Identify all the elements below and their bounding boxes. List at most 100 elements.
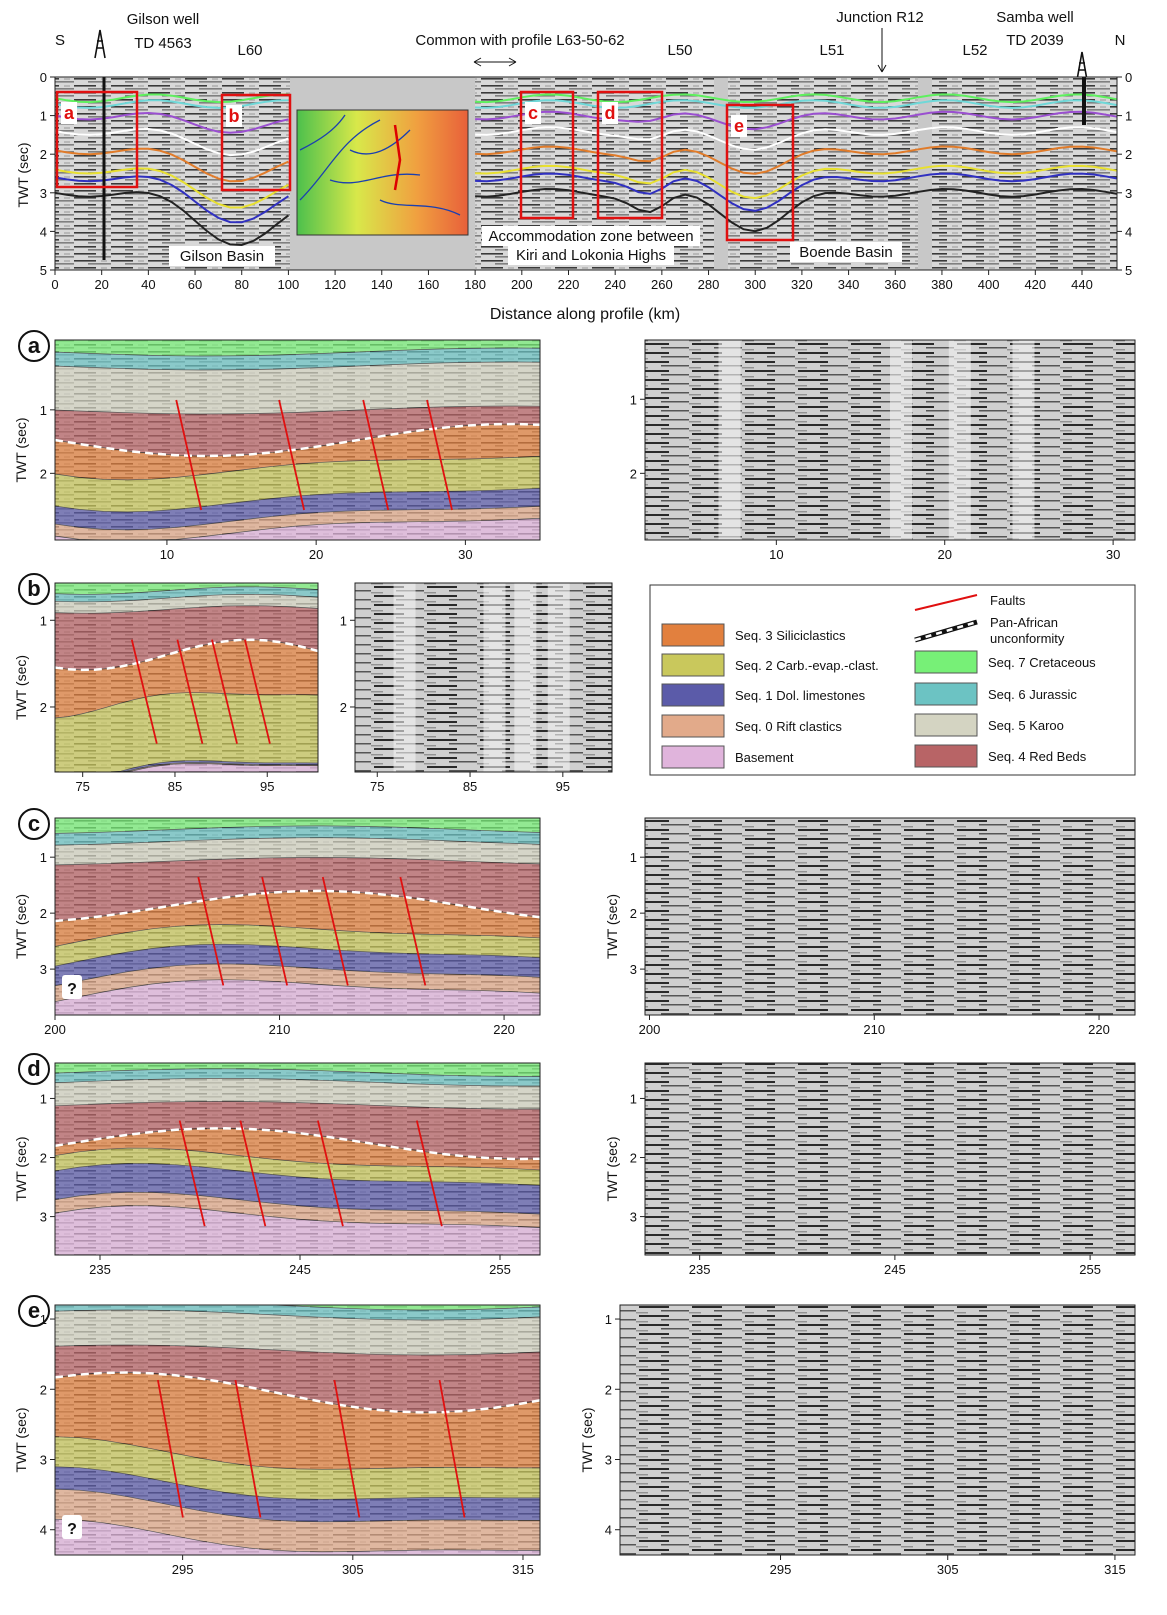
- detail-box: [220, 93, 292, 192]
- y-axis-label: TWT (sec): [13, 417, 29, 482]
- horizon: [475, 126, 1118, 151]
- y-tick-label: 1: [630, 392, 637, 407]
- query-bg: [62, 1515, 82, 1539]
- detail-box-label: e: [734, 116, 744, 136]
- annotation: Boende Basin: [799, 244, 892, 261]
- panel-letter: e: [28, 1298, 40, 1323]
- y-tick-label: 2: [40, 466, 47, 481]
- horizon: [54, 147, 289, 183]
- x-tick-label: 120: [324, 277, 346, 292]
- legend-label: unconformity: [990, 631, 1065, 646]
- horizon: [54, 111, 289, 134]
- fault: [178, 1120, 206, 1227]
- data-gap: [714, 77, 728, 270]
- horizon: [54, 167, 289, 209]
- x-tick-label: 210: [863, 1022, 885, 1037]
- axes-frame: [54, 582, 319, 773]
- unconformity: [54, 422, 541, 458]
- seismic-streak: [718, 340, 741, 540]
- axes-frame: [354, 582, 613, 773]
- x-tick-label: 235: [89, 1262, 111, 1277]
- x-tick-label: 295: [770, 1562, 792, 1577]
- x-tick-label: 0: [51, 277, 58, 292]
- x-tick-label: 295: [172, 1562, 194, 1577]
- query: ?: [67, 981, 77, 998]
- legend-swatch: [661, 745, 725, 769]
- annotation-bg: [482, 226, 700, 246]
- y-tick-label: 0: [40, 70, 47, 85]
- y-tick-label: 2: [40, 906, 47, 921]
- axes-frame: [54, 339, 541, 541]
- seismic-overlay: [55, 1305, 540, 1555]
- seismic-streak: [547, 583, 570, 772]
- x-tick-label: 245: [884, 1262, 906, 1277]
- seismic-image: [620, 1305, 1135, 1555]
- fault: [239, 1120, 267, 1227]
- horizon: [54, 127, 289, 157]
- fault: [415, 1120, 443, 1227]
- x-tick-label: 380: [931, 277, 953, 292]
- horizon: [54, 99, 289, 109]
- horizon: [475, 93, 1118, 104]
- legend-swatch: [661, 623, 725, 647]
- y-tick-label: 1: [605, 1312, 612, 1327]
- y-axis-label: TWT (sec): [15, 142, 31, 207]
- horizon: [475, 172, 1118, 212]
- panel-letter: c: [28, 811, 40, 836]
- x-tick-label: 100: [278, 277, 300, 292]
- axes-frame: [644, 339, 1136, 541]
- seismic-streak: [514, 583, 537, 772]
- y-tick-label: 1: [630, 1091, 637, 1106]
- y-tick-label: 5: [1125, 263, 1132, 278]
- legend-label: Seq. 5 Karoo: [988, 718, 1064, 733]
- x-tick-label: 85: [168, 779, 182, 794]
- legend-box: [649, 584, 1136, 776]
- detail-box-label: d: [605, 103, 616, 123]
- legend-label: Faults: [990, 593, 1026, 608]
- horizon: [54, 191, 290, 247]
- x-tick-label: 255: [489, 1262, 511, 1277]
- fault: [244, 639, 271, 744]
- seismic-streak: [1012, 340, 1035, 540]
- fault: [175, 399, 203, 511]
- x-tick-label: 255: [1079, 1262, 1101, 1277]
- detail-box: [596, 90, 664, 220]
- x-tick-label: 220: [493, 1022, 515, 1037]
- x-tick-label: 30: [458, 547, 472, 562]
- header-label: Samba well: [996, 9, 1074, 26]
- x-tick-label: 180: [464, 277, 486, 292]
- x-tick-label: 95: [260, 779, 274, 794]
- fault: [197, 876, 225, 986]
- x-axis-label: Distance along profile (km): [490, 306, 680, 323]
- data-gap: [918, 77, 932, 270]
- seismic-streak: [483, 583, 506, 772]
- fault: [362, 399, 390, 511]
- axes-frame: [644, 817, 1136, 1016]
- y-tick-label: 3: [40, 1210, 47, 1225]
- y-tick-label: 2: [630, 906, 637, 921]
- y-tick-label: 3: [40, 1452, 47, 1467]
- unconformity: [54, 889, 541, 923]
- y-tick-label: 0: [1125, 70, 1132, 85]
- x-tick-label: 20: [94, 277, 108, 292]
- fault: [211, 639, 238, 744]
- axes-frame: [54, 1304, 541, 1556]
- detail-box-tag: [602, 102, 618, 124]
- header-label: L52: [962, 42, 987, 59]
- header-label: Common with profile L63-50-62: [415, 32, 624, 49]
- fault: [130, 639, 158, 744]
- x-tick-label: 300: [744, 277, 766, 292]
- header-label: L60: [237, 42, 262, 59]
- arrow: [473, 57, 517, 67]
- x-tick-label: 305: [342, 1562, 364, 1577]
- x-tick-label: 30: [1106, 547, 1120, 562]
- legend-swatch: [661, 683, 725, 707]
- horizon: [475, 187, 1118, 233]
- y-tick-label: 1: [1125, 109, 1132, 124]
- query: ?: [67, 1521, 77, 1538]
- axes-frame: [54, 817, 541, 1016]
- x-tick-label: 10: [160, 547, 174, 562]
- map-inset: [296, 109, 469, 236]
- y-tick-label: 3: [1125, 186, 1132, 201]
